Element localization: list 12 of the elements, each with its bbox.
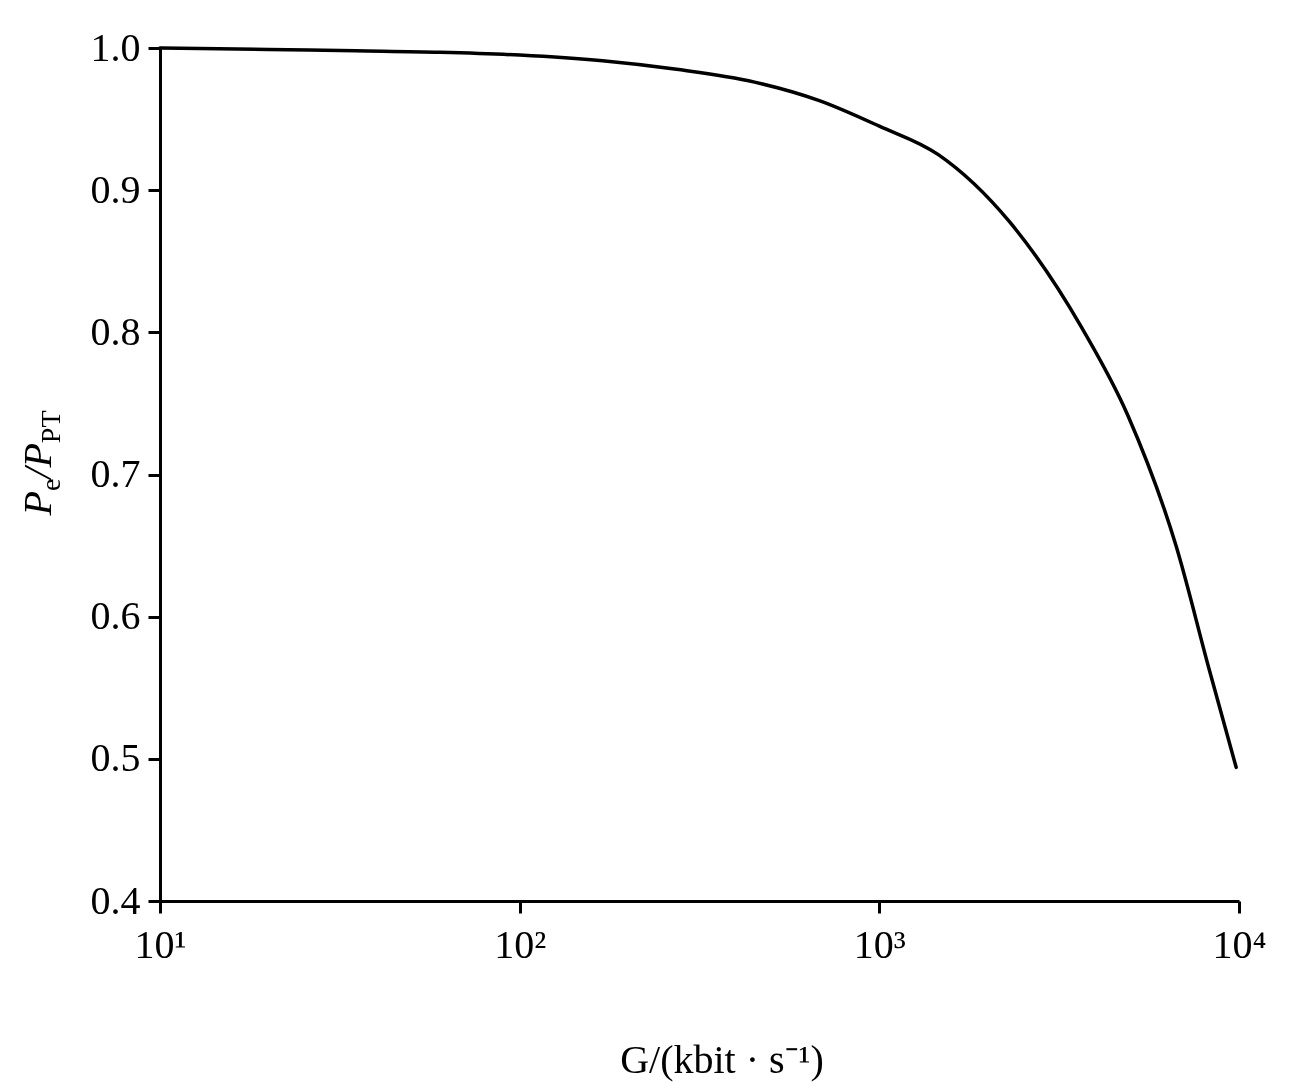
y-tick-label: 0.4 xyxy=(90,877,141,923)
x-tick-label: 10⁴ xyxy=(1212,921,1267,967)
y-tick-label: 0.7 xyxy=(90,451,141,496)
x-tick-label: 10² xyxy=(494,921,547,967)
x-tick-label: 10³ xyxy=(853,921,906,967)
x-axis-title: G/(kbit · s⁻¹) xyxy=(620,1036,824,1084)
y-tick-label: 1.0 xyxy=(90,24,141,70)
x-tick-label: 10¹ xyxy=(134,921,187,967)
y-tick-label: 0.8 xyxy=(90,308,141,354)
y-tick-label: 0.9 xyxy=(90,166,141,212)
y-tick-label: 0.6 xyxy=(90,593,141,639)
y-tick-label: 0.5 xyxy=(90,735,141,781)
